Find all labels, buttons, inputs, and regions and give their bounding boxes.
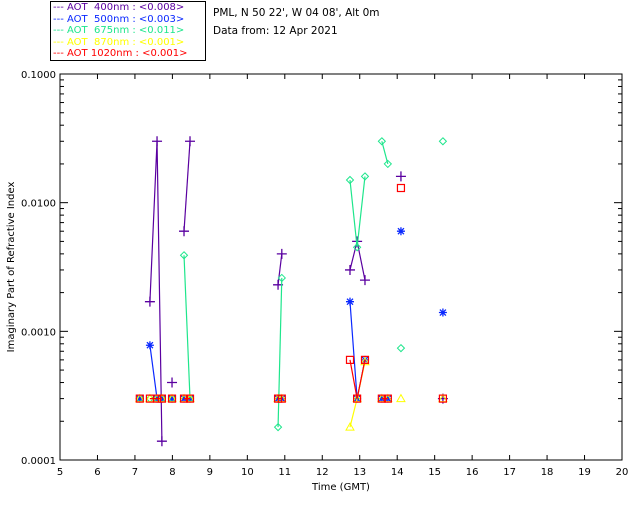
series-line (183, 141, 191, 232)
data-point-plus (152, 136, 163, 147)
data-point-diamond (438, 137, 448, 146)
x-tick-label: 18 (541, 467, 554, 478)
data-point-star (145, 341, 154, 350)
data-point-diamond (377, 137, 387, 146)
date-text: Data from: 12 Apr 2021 (213, 25, 338, 37)
legend: --- AOT 400nm : <0.008> --- AOT 500nm : … (50, 1, 206, 61)
data-point-diamond (345, 175, 355, 185)
legend-label: AOT 870nm : <0.001> (67, 36, 185, 48)
data-point-diamond (396, 343, 406, 353)
data-point-star (396, 227, 405, 236)
series-line (349, 359, 366, 399)
data-point-triangle (396, 393, 406, 403)
legend-label: AOT 1020nm : <0.001> (67, 48, 188, 59)
data-point-square (345, 355, 355, 364)
legend-label: AOT 675nm : <0.011> (67, 25, 185, 36)
series-line (277, 277, 283, 428)
data-point-star (438, 308, 447, 317)
x-tick-label: 20 (616, 467, 629, 478)
data-point-diamond (273, 422, 283, 432)
data-point-diamond (383, 159, 393, 169)
data-point-square (377, 394, 386, 403)
legend-item-500: --- AOT 500nm : <0.003> (53, 13, 185, 25)
data-point-square (277, 394, 286, 403)
series-line (183, 255, 191, 399)
x-tick-label: 10 (241, 467, 254, 478)
data-point-plus (179, 226, 190, 237)
data-point-diamond (360, 172, 370, 181)
data-point-plus (395, 171, 406, 182)
data-point-square (157, 394, 167, 403)
plot-frame (59, 73, 623, 461)
data-point-diamond (179, 251, 189, 260)
data-point-diamond (352, 243, 362, 252)
data-point-star (345, 297, 354, 306)
data-point-square (167, 394, 177, 403)
x-tick-label: 16 (466, 467, 479, 478)
y-tick-label: 0.1000 (21, 70, 56, 81)
data-point-star (168, 394, 177, 403)
series-line (349, 176, 366, 248)
y-tick-label: 0.0001 (21, 456, 56, 467)
data-point-plus (167, 377, 178, 388)
x-tick-label: 6 (94, 467, 100, 478)
series-line (349, 301, 366, 399)
data-point-square (135, 394, 144, 403)
data-point-plus (276, 248, 287, 259)
series-line (277, 253, 283, 285)
x-tick-label: 7 (132, 467, 138, 478)
data-point-square (438, 394, 448, 403)
data-point-square (179, 394, 189, 403)
location-text: PML, N 50 22', W 04 08', Alt 0m (213, 7, 380, 19)
legend-item-870: --- AOT 870nm : <0.001> (53, 36, 185, 48)
data-point-triangle (345, 422, 355, 431)
legend-item-1020: --- AOT 1020nm : <0.001> (53, 48, 188, 59)
data-point-plus (359, 275, 370, 286)
data-point-triangle (360, 356, 370, 366)
data-point-diamond (277, 273, 287, 283)
data-point-square (185, 394, 195, 403)
legend-item-675: --- AOT 675nm : <0.011> (53, 25, 185, 36)
x-tick-label: 14 (391, 467, 404, 478)
x-tick-label: 11 (278, 467, 291, 478)
legend-label: AOT 400nm : <0.008> (67, 2, 185, 13)
data-point-star (135, 394, 144, 403)
data-point-plus (344, 264, 355, 275)
data-point-plus (156, 436, 167, 447)
x-tick-label: 13 (353, 467, 366, 478)
legend-label: AOT 500nm : <0.003> (67, 13, 185, 25)
x-tick-label: 12 (316, 467, 329, 478)
data-point-square (383, 394, 392, 403)
data-point-square (396, 183, 406, 193)
x-tick-label: 17 (503, 467, 516, 478)
x-tick-label: 19 (578, 467, 591, 478)
y-axis-label: Imaginary Part of Refractive Index (6, 182, 17, 353)
data-point-square (353, 394, 362, 403)
x-tick-label: 5 (57, 467, 63, 478)
series-line (381, 141, 389, 165)
x-tick-label: 9 (207, 467, 213, 478)
data-point-square (360, 355, 370, 364)
x-tick-label: 15 (428, 467, 441, 478)
data-point-plus (185, 136, 196, 147)
y-tick-label: 0.0100 (21, 199, 56, 210)
x-axis-label: Time (GMT) (311, 482, 370, 493)
data-point-square (152, 394, 162, 403)
y-tick-label: 0.0010 (21, 327, 56, 338)
x-tick-label: 8 (169, 467, 175, 478)
data-point-plus (144, 296, 155, 307)
legend-item-400: --- AOT 400nm : <0.008> (53, 2, 185, 13)
